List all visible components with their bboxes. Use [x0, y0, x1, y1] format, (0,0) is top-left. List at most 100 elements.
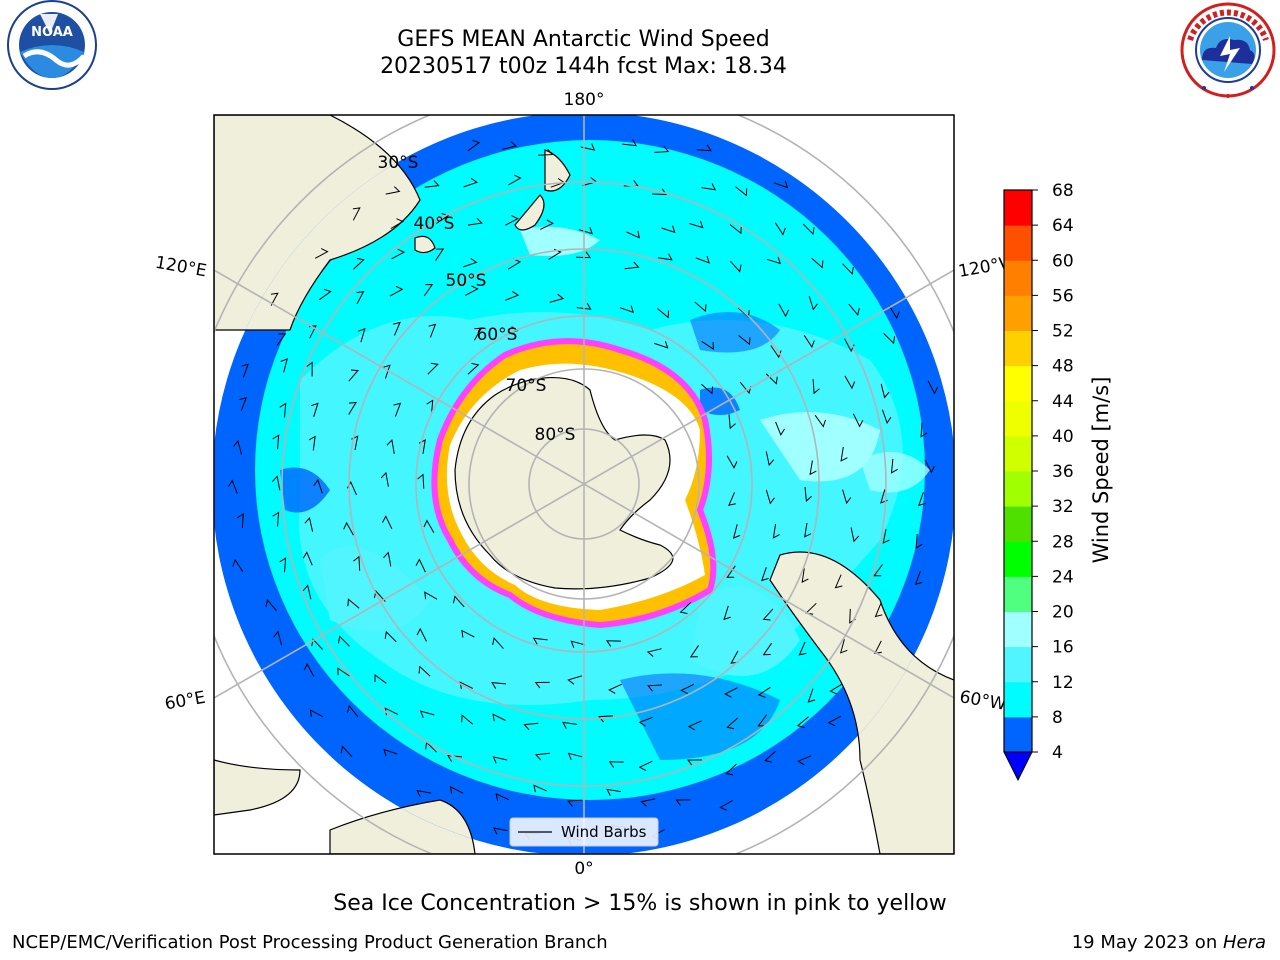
wind-barb — [346, 704, 359, 718]
wind-barb — [374, 674, 387, 684]
wind-barb — [313, 478, 323, 494]
wind-barb — [348, 369, 359, 382]
wind-barb — [311, 402, 319, 417]
colorbar-segment — [1004, 365, 1032, 402]
wind-barb — [427, 362, 439, 375]
wind-barb — [840, 446, 848, 462]
wind-barb — [272, 475, 281, 491]
colorbar-tick-label: 68 — [1052, 181, 1074, 201]
graticule — [214, 115, 954, 854]
wind-barb — [463, 257, 478, 268]
wind-barb — [272, 434, 280, 450]
wind-barb — [347, 598, 360, 609]
wind-barb — [452, 595, 465, 608]
colorbar-segment — [1004, 435, 1032, 472]
wind-barb — [701, 340, 714, 350]
wind-barb — [538, 148, 554, 156]
wind-barb — [580, 143, 596, 151]
lat-label-70s: 70°S — [506, 376, 547, 396]
wind-barb — [389, 285, 404, 297]
wind-barb — [657, 308, 670, 319]
lon-label-120e: 120°E — [154, 253, 208, 282]
lat-label-30s: 30°S — [378, 153, 419, 173]
colorbar-segment — [1004, 190, 1032, 226]
wind-barb — [762, 642, 773, 656]
wind-barb — [719, 800, 733, 811]
wind-barb — [725, 763, 737, 776]
wind-barb — [493, 827, 508, 835]
wind-barb — [807, 688, 816, 703]
wind-barb — [701, 183, 717, 191]
wind-barb — [570, 640, 586, 648]
lat-label-40s: 40°S — [414, 214, 455, 234]
wind-barb — [461, 629, 475, 638]
new-zealand-north-island — [544, 149, 571, 192]
wind-barb — [540, 219, 554, 230]
wind-barb — [778, 303, 790, 318]
wind-barb — [773, 180, 789, 189]
wind-barb — [882, 529, 890, 544]
sea-ice-note: Sea Ice Concentration > 15% is shown in … — [333, 891, 947, 916]
wind-barb — [416, 789, 432, 798]
wind-barb — [415, 558, 426, 573]
wind-barb — [874, 603, 883, 618]
wind-barb — [382, 515, 393, 530]
wind-barb — [383, 364, 391, 379]
wind-barb — [507, 258, 522, 270]
colorbar-tick-label: 52 — [1052, 322, 1074, 342]
colorbar-tick-label: 12 — [1052, 673, 1074, 693]
lon-label-0: 0° — [574, 859, 593, 879]
wind-barb — [757, 686, 771, 698]
wind-barb — [239, 397, 248, 411]
wind-barb — [467, 362, 480, 375]
colorbar-segment — [1004, 681, 1032, 718]
wind-barb — [880, 383, 890, 399]
wind-barb — [426, 399, 434, 415]
wind-barb — [567, 799, 583, 807]
wind-barb — [308, 435, 316, 451]
wind-barb — [337, 667, 350, 677]
wind-barb — [356, 290, 365, 305]
wind-barb — [814, 414, 826, 428]
wind-barb — [279, 557, 287, 573]
wind-barb — [654, 145, 670, 153]
wind-barb — [852, 413, 864, 428]
wind-barb — [801, 568, 809, 583]
wind-barb — [385, 186, 401, 195]
wind-barb — [812, 379, 820, 395]
noaa-logo-text: NOAA — [31, 25, 73, 40]
wind-barb — [447, 755, 463, 762]
wind-barb — [679, 602, 692, 614]
wind-barb — [418, 665, 431, 677]
colorbar-tick-label: 48 — [1052, 357, 1074, 377]
wind-barb — [492, 756, 508, 764]
wind-barb — [319, 288, 332, 301]
wind-barb — [463, 177, 478, 188]
wind-barb — [423, 519, 435, 533]
date-stamp: 19 May 2023 on Hera — [1072, 932, 1266, 953]
wind-barb — [726, 717, 739, 730]
wind-barb — [606, 788, 621, 796]
wind-barb — [393, 402, 402, 417]
wind-barb — [358, 327, 366, 343]
wind-barb — [687, 759, 703, 766]
wind-barb — [842, 263, 854, 275]
colorbar-segment — [1004, 225, 1032, 261]
wind-barb — [873, 564, 883, 577]
lon-label-60e: 60°E — [163, 688, 207, 715]
wind-barb — [694, 301, 707, 313]
map-frame — [213, 114, 955, 855]
colorbar-segment — [1004, 260, 1032, 296]
wind-barb — [724, 687, 738, 698]
wind-barb — [624, 261, 640, 270]
colorbar-tick-label: 40 — [1052, 427, 1074, 447]
wind-barb — [391, 248, 406, 260]
wind-barb — [675, 799, 691, 806]
wind-barb — [657, 253, 673, 261]
colorbar-segment — [1004, 400, 1032, 437]
wind-barb — [459, 681, 474, 690]
wind-barb — [647, 684, 663, 692]
wind-barb — [473, 327, 483, 341]
wind-barb — [920, 422, 928, 438]
wind-barb — [265, 599, 277, 612]
